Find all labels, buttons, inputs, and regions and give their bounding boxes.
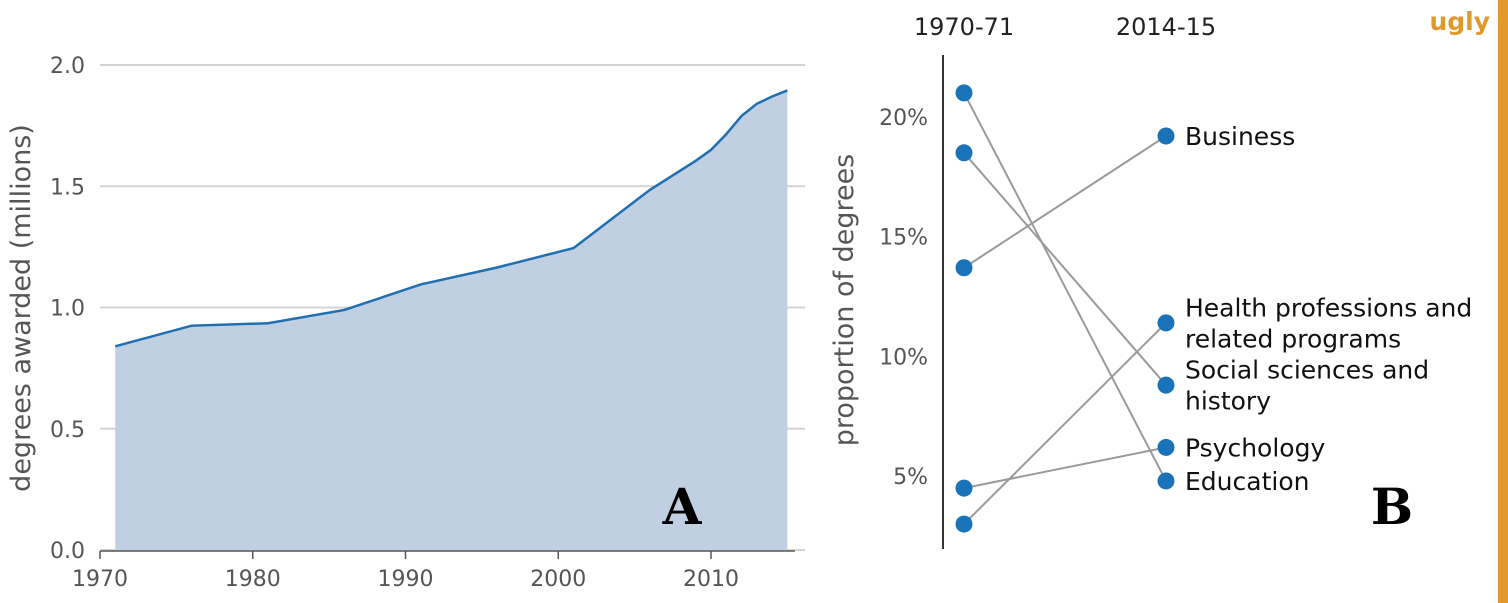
- category-label: Health professions and: [1185, 293, 1472, 322]
- panel-a-x-tick-label: 1970: [72, 567, 128, 592]
- panel-b-slope-lines: [963, 92, 1167, 525]
- point-end: [1157, 127, 1175, 145]
- panel-a-series-line: [114, 89, 788, 348]
- category-label: related programs: [1185, 324, 1401, 353]
- slope-line: [963, 446, 1167, 490]
- category-label: Business: [1185, 122, 1295, 151]
- panel-a-y-tick-label: 0.5: [50, 418, 85, 443]
- slope-line: [963, 322, 1167, 525]
- point-end: [1157, 472, 1175, 490]
- panel-a-letter: A: [662, 477, 703, 536]
- panel-b-points: [955, 84, 1175, 533]
- panel-b-y-tick-label: 20%: [879, 106, 928, 131]
- ugly-flag-bar: [1498, 0, 1508, 603]
- slope-line: [963, 152, 1167, 386]
- panel-a-y-tick-label: 1.5: [50, 175, 85, 200]
- panel-a-y-tick-labels: 0.0 0.5 1.0 1.5 2.0: [50, 54, 85, 564]
- panel-a-y-tick-label: 0.0: [50, 539, 85, 564]
- panel-b-column-title-start: 1970-71: [914, 13, 1014, 41]
- panel-a-x-tick-label: 2010: [683, 567, 739, 592]
- panel-a-y-tick-label: 1.0: [50, 297, 85, 322]
- panel-b-y-tick-label: 10%: [879, 345, 928, 370]
- point-start: [955, 259, 973, 277]
- slope-line: [963, 135, 1167, 269]
- panel-a-x-tick-label: 1980: [225, 567, 281, 592]
- point-end: [1157, 314, 1175, 332]
- panel-b-letter: B: [1371, 477, 1413, 536]
- panel-b-y-tick-label: 5%: [893, 465, 928, 490]
- point-start: [955, 144, 973, 162]
- panel-a-x-tick-label: 2000: [530, 567, 586, 592]
- panel-b-y-tick-labels: 5% 10% 15% 20%: [879, 106, 928, 490]
- point-end: [1157, 376, 1175, 394]
- slope-line: [963, 92, 1167, 482]
- point-start: [955, 515, 973, 533]
- ugly-flag-label: ugly: [1429, 7, 1490, 36]
- point-start: [955, 479, 973, 497]
- panel-a-area-fill: [115, 90, 788, 551]
- category-label: Social sciences and: [1185, 356, 1429, 385]
- panel-a-x-tick-label: 1990: [377, 567, 433, 592]
- category-label: Psychology: [1185, 433, 1325, 462]
- panel-b-column-title-end: 2014-15: [1116, 13, 1216, 41]
- panel-a-y-tick-label: 2.0: [50, 54, 85, 79]
- category-label: Education: [1185, 467, 1309, 496]
- point-end: [1157, 438, 1175, 456]
- point-start: [955, 84, 973, 102]
- panel-b-y-axis-label: proportion of degrees: [829, 154, 860, 447]
- panel-b-y-tick-label: 15%: [879, 226, 928, 251]
- category-label: history: [1185, 387, 1271, 416]
- panel-a-x-axis: 1970 1980 1990 2000 2010: [72, 550, 795, 592]
- panel-a-y-axis-label: degrees awarded (millions): [6, 124, 37, 492]
